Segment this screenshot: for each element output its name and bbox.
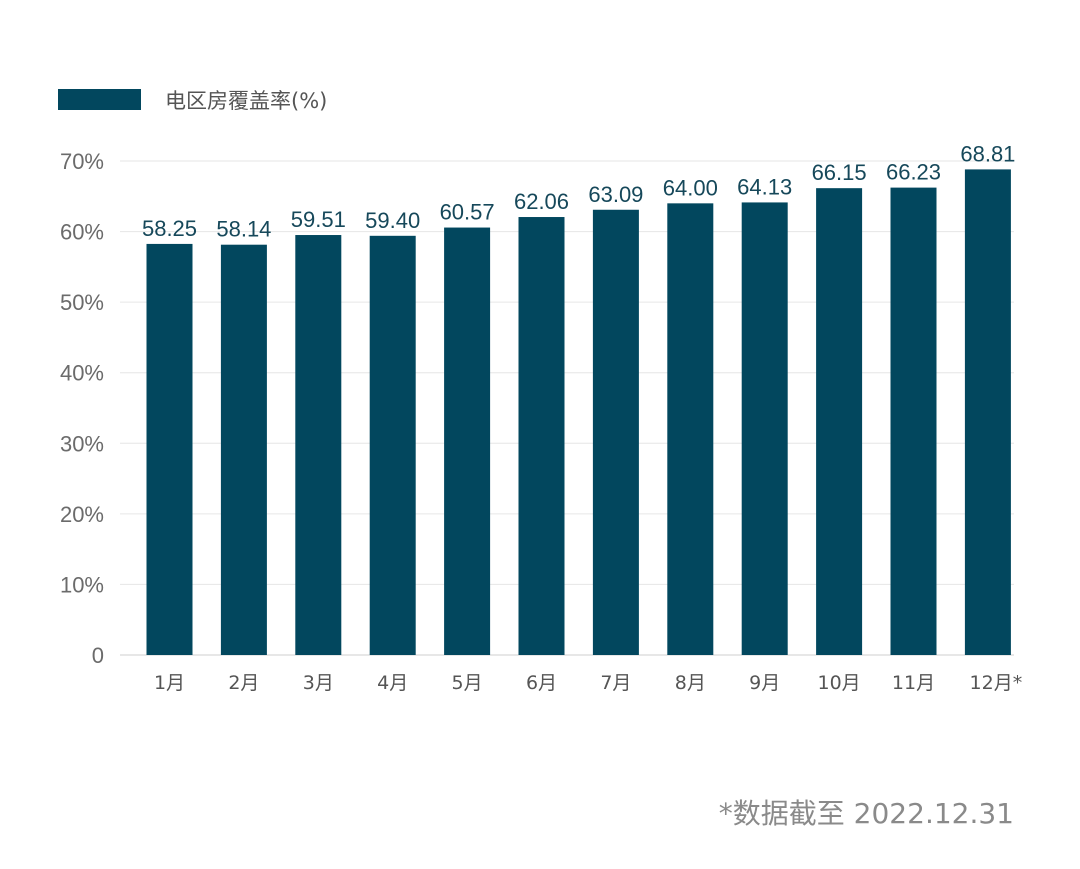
x-tick-label: 6月: [526, 672, 557, 694]
bar-2: [220, 244, 267, 655]
x-tick-label: 11月: [892, 672, 935, 694]
data-label: 58.25: [142, 216, 197, 241]
x-tick-label: 5月: [452, 672, 483, 694]
bars: [146, 169, 1011, 656]
y-tick-label: 60%: [60, 220, 104, 245]
data-label: 64.00: [663, 175, 718, 200]
x-tick-label: 3月: [303, 672, 334, 694]
x-tick-label: 8月: [675, 672, 706, 694]
data-labels: 58.25 58.14 59.51 59.40 60.57 62.06 63.09 64.00…: [142, 141, 1015, 241]
data-label: 68.81: [960, 141, 1015, 166]
y-tick-label: 70%: [60, 149, 104, 174]
x-tick-label: 1月: [154, 672, 185, 694]
data-label: 64.13: [737, 174, 792, 199]
x-axis-ticks: 1月 2月 3月 4月 5月 6月 7月 8月 9月 10月 11月 12月*: [154, 672, 1022, 694]
y-tick-label: 10%: [60, 572, 104, 597]
bar-11: [890, 187, 937, 656]
x-tick-label: 9月: [749, 672, 780, 694]
data-label: 66.15: [812, 160, 867, 185]
x-tick-label: 4月: [377, 672, 408, 694]
y-tick-label: 0: [92, 643, 104, 668]
bar-9: [741, 202, 788, 655]
x-tick-label: 7月: [600, 672, 631, 694]
bar-7: [592, 209, 639, 655]
data-label: 66.23: [886, 160, 941, 185]
legend: 电区房覆盖率(%): [58, 89, 327, 113]
footnote: *数据截至 2022.12.31: [719, 797, 1014, 830]
bar-12: [964, 169, 1011, 655]
data-label: 60.57: [440, 200, 495, 225]
bar-5: [444, 227, 491, 656]
bar-6: [518, 217, 565, 655]
y-tick-label: 20%: [60, 502, 104, 527]
y-tick-label: 40%: [60, 361, 104, 386]
legend-swatch: [58, 89, 141, 110]
data-label: 63.09: [588, 182, 643, 207]
y-axis-ticks: 0 10% 20% 30% 40% 50% 60% 70%: [60, 149, 104, 668]
data-label: 59.40: [365, 208, 420, 233]
x-tick-label: 12月*: [970, 672, 1023, 694]
x-tick-label: 10月: [818, 672, 861, 694]
bar-1: [146, 243, 193, 656]
bar-10: [816, 188, 863, 656]
bar-3: [295, 235, 342, 655]
gridlines: [120, 160, 1014, 656]
x-tick-label: 2月: [228, 672, 259, 694]
bar-4: [369, 235, 416, 655]
y-tick-label: 50%: [60, 290, 104, 315]
y-tick-label: 30%: [60, 431, 104, 456]
legend-label: 电区房覆盖率(%): [165, 89, 327, 113]
data-label: 59.51: [291, 207, 346, 232]
data-label: 62.06: [514, 189, 569, 214]
data-label: 58.14: [216, 217, 271, 242]
bar-8: [667, 203, 714, 655]
